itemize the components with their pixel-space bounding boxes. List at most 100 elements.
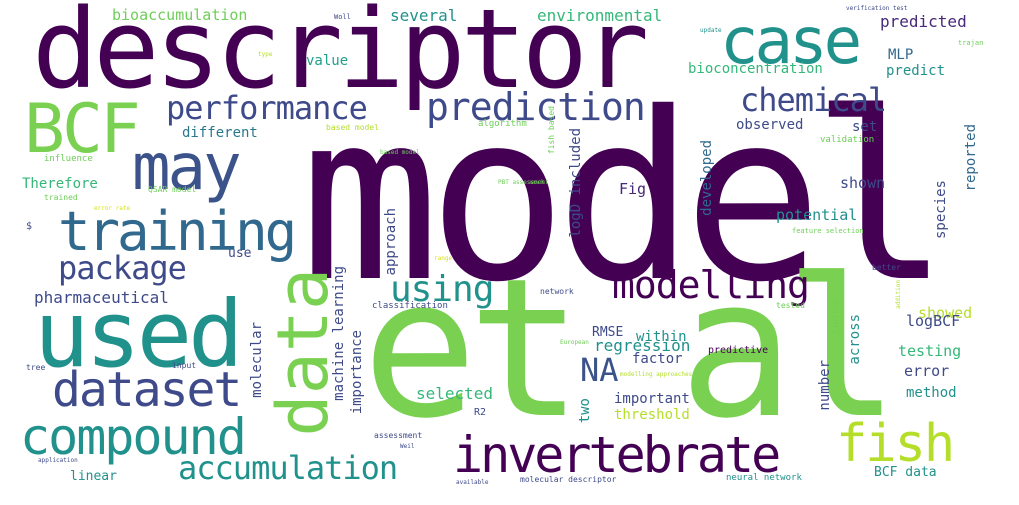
word-european: European (560, 339, 589, 346)
word-based-model-2: based model (380, 149, 420, 156)
word-several: several (390, 6, 458, 25)
word-bcf: BCF (24, 90, 141, 169)
word-update: update (700, 27, 722, 34)
word-threshold: threshold (614, 407, 690, 423)
word-mlp: MLP (888, 47, 914, 63)
word-testing: testing (898, 342, 962, 360)
word-assessment: assessment (374, 431, 423, 440)
word-fig: Fig (619, 180, 647, 198)
word-environmental: environmental (537, 6, 663, 25)
word-within: within (636, 329, 687, 345)
word-rmse: RMSE (592, 325, 624, 340)
word-validation: validation (820, 135, 875, 145)
word-training: training (58, 200, 297, 263)
word-na: NA (580, 351, 619, 389)
word-shown: shown (840, 174, 886, 192)
word-reported: reported (963, 124, 979, 192)
word-addition: addition (895, 280, 902, 309)
word-value: value (306, 53, 349, 69)
word-pharmaceutical: pharmaceutical (34, 288, 169, 307)
word-species: species (933, 180, 949, 240)
word-regression: regression (594, 336, 691, 355)
word-package: package (58, 249, 187, 287)
word-case: case (720, 5, 862, 79)
word-available: available (456, 479, 489, 486)
word-model: model (300, 63, 950, 333)
word-fish: fish (836, 414, 955, 474)
word-across: across (847, 314, 863, 365)
word-tested: tested (776, 301, 805, 310)
word-dataset: dataset (52, 362, 242, 418)
word-bioconcentration: bioconcentration (688, 61, 823, 77)
word-performance: performance (166, 89, 368, 127)
word-predicted: predicted (880, 12, 967, 31)
word-fish-based: fish based (547, 106, 556, 155)
word-invertebrate: invertebrate (453, 426, 781, 484)
word-verification-test: verification test (846, 5, 908, 12)
word-logbcf: logBCF (906, 312, 961, 330)
word-algorithm: algorithm (478, 119, 527, 129)
word-classification: classification (372, 301, 448, 311)
word-number: number (817, 360, 833, 411)
word-importance: importance (349, 330, 365, 415)
word-bioaccumulation: bioaccumulation (112, 6, 248, 24)
word-r2: R2 (474, 407, 487, 418)
word-descriptor: descriptor (32, 0, 649, 113)
word-trained: trained (44, 193, 78, 202)
word-application: application (38, 457, 78, 464)
word-bcf-data: BCF data (874, 465, 937, 480)
word-modelling: modelling (612, 263, 810, 307)
word-dollar: $ (26, 221, 33, 232)
word-set: set (852, 119, 878, 135)
word-molecular-descriptor: molecular descriptor (520, 475, 617, 484)
word-observed: observed (736, 117, 804, 133)
word-developed: developed (699, 140, 715, 216)
word-approach: approach (383, 208, 399, 276)
word-two: two (577, 398, 593, 424)
word-predictive: predictive (708, 345, 769, 356)
word-weil: Weil (400, 443, 415, 450)
word-linear: linear (70, 469, 117, 484)
word-potential: potential (776, 206, 858, 224)
word-compound: compound (20, 408, 247, 466)
word-using: using (390, 269, 494, 310)
word-therefore: Therefore (22, 176, 98, 192)
word-chemical: chemical (740, 81, 887, 119)
word-method: method (906, 385, 957, 401)
word-trajan: trajan (958, 39, 984, 47)
word-data: data (262, 268, 344, 437)
word-woll: Woll (334, 13, 351, 21)
word-modelling-approaches: modelling approaches (620, 371, 693, 378)
word-limited: limited (831, 300, 840, 334)
word-use: use (228, 246, 252, 261)
word-error: error (904, 362, 950, 380)
word-logd-included: logD included (568, 128, 584, 238)
word-showed: showed (918, 304, 973, 322)
word-type: type (258, 51, 273, 58)
word-molecular: molecular (249, 322, 265, 398)
word-qsar-model: QSAR model (148, 185, 197, 194)
word-may: may (132, 131, 242, 205)
word-factor: factor (632, 351, 683, 367)
word-predict: predict (886, 63, 946, 79)
word-network: network (540, 287, 574, 296)
word-input: input (172, 361, 197, 370)
word-work: work (530, 179, 545, 186)
word-pbt-assessment: PBT assessment (498, 179, 549, 186)
word-influence: influence (44, 154, 93, 164)
word-better: better (872, 263, 901, 272)
word-error-rate: error rate (94, 205, 131, 212)
word-accumulation: accumulation (178, 449, 398, 487)
word-selected: selected (416, 384, 494, 403)
word-prediction: prediction (426, 85, 646, 129)
word-machine-learning: machine learning (331, 266, 347, 401)
word-important: important (614, 391, 690, 407)
word-based-model: based model (326, 123, 379, 132)
word-different: different (182, 125, 258, 141)
word-feature-selection: feature selection (792, 227, 864, 235)
word-tree: tree (26, 363, 46, 372)
word-used: used (34, 281, 244, 388)
word-range: range (434, 255, 453, 262)
word-et-al: et al (362, 238, 900, 461)
